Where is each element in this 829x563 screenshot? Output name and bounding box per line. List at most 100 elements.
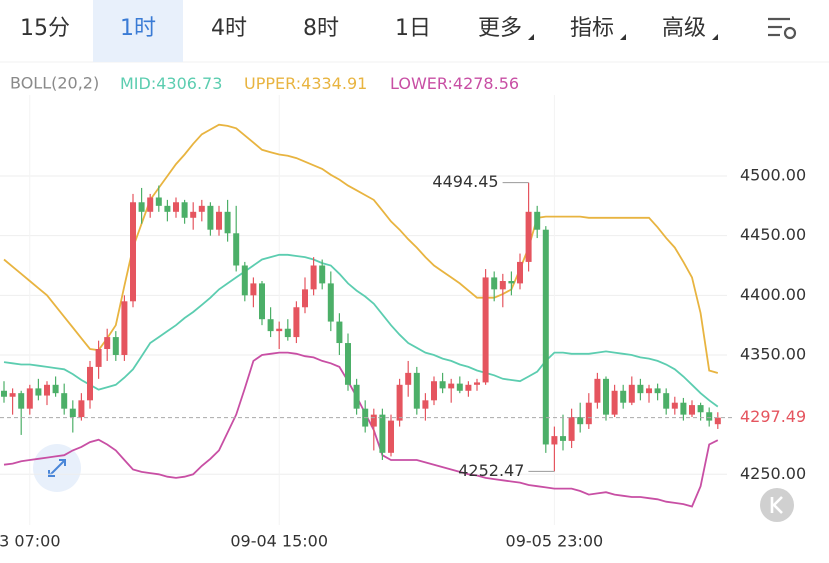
tab[interactable]: 15分: [20, 16, 70, 41]
candle-body: [508, 281, 515, 284]
candle-body: [26, 388, 33, 409]
candle-body: [370, 414, 377, 427]
candle-body: [95, 349, 102, 367]
candle-body: [396, 384, 403, 421]
candle-body: [284, 328, 291, 338]
candle-body: [35, 388, 42, 396]
x-tick-label: 09-04 15:00: [230, 532, 328, 551]
y-tick-label: 4450.00: [740, 225, 806, 244]
tab[interactable]: 1日: [395, 16, 431, 41]
tab[interactable]: 8时: [303, 16, 339, 41]
candle-body: [456, 383, 463, 391]
candle-body: [594, 378, 601, 403]
candle-body: [525, 211, 532, 262]
tab[interactable]: 1时: [93, 0, 183, 62]
candle-body: [52, 384, 59, 394]
brand-bg: [760, 488, 794, 522]
candle-body: [138, 202, 145, 212]
legend-sep: :: [151, 74, 156, 93]
legend-entry: MID:4306.73: [120, 74, 222, 93]
tab-label: 4时: [211, 16, 247, 41]
candle-body: [147, 197, 154, 212]
candle-body: [413, 372, 420, 409]
candle-body: [499, 281, 506, 290]
price-label-bg: [733, 405, 829, 430]
candle-body: [336, 321, 343, 344]
candle-body: [482, 277, 489, 383]
candle-body: [345, 343, 351, 385]
y-tick-label: 4250.00: [740, 464, 806, 483]
legend-name: MID: [120, 74, 151, 93]
candle-body: [104, 337, 111, 350]
y-tick-label: 4500.00: [740, 166, 806, 185]
y-tick-label: 4350.00: [740, 344, 806, 363]
x-tick-label: 3 07:00: [0, 532, 60, 551]
candle-body: [585, 402, 592, 425]
candle-body: [224, 211, 231, 234]
legend-value: 4306.73: [156, 74, 222, 93]
candle-body: [181, 202, 188, 218]
candle-body: [241, 265, 248, 296]
candle-body: [198, 205, 205, 212]
candle-body: [267, 319, 274, 332]
tab[interactable]: 指标: [570, 16, 626, 41]
legend-sep: :: [448, 74, 453, 93]
tab-selected-bg: [93, 0, 183, 62]
candle-body: [259, 283, 265, 320]
candle-body: [1, 390, 7, 397]
candle-body: [405, 372, 412, 385]
candle-body: [706, 412, 713, 421]
high-label: 4494.45: [432, 172, 498, 191]
candle-body: [439, 381, 446, 389]
candle-body: [207, 205, 214, 230]
candle-body: [327, 283, 334, 322]
band-line: [3, 123, 719, 374]
candle-body: [551, 436, 558, 445]
candle-body: [155, 197, 162, 206]
candle-body: [620, 390, 627, 403]
candle-body: [61, 393, 68, 409]
candle-body: [250, 283, 257, 296]
candle-body: [302, 289, 308, 308]
tab[interactable]: 4时: [211, 16, 247, 41]
fab-expand[interactable]: [33, 444, 81, 492]
candle-body: [448, 383, 455, 389]
candle-body: [431, 381, 437, 401]
candle-body: [697, 405, 704, 413]
tab-label: 指标: [570, 16, 614, 41]
candle-body: [276, 328, 283, 332]
legend-name: LOWER: [390, 74, 448, 93]
candle-body: [663, 393, 670, 409]
y-tick-label: 4400.00: [740, 285, 806, 304]
tab-label: 15分: [20, 16, 70, 41]
brand-button[interactable]: [760, 488, 794, 522]
candle-body: [78, 400, 85, 418]
candle-body: [130, 202, 136, 302]
tab[interactable]: 更多: [478, 16, 534, 41]
candle-body: [491, 277, 498, 290]
legend-sep: :: [296, 74, 301, 93]
tab[interactable]: 高级: [662, 16, 718, 41]
candle-body: [534, 211, 541, 230]
candle-body: [319, 265, 326, 284]
fab-icon: [48, 459, 66, 477]
candle-body: [603, 378, 609, 415]
candle-body: [654, 388, 661, 394]
candle-body: [628, 384, 635, 403]
candle-body: [112, 337, 119, 355]
candle-body: [379, 414, 386, 453]
legend-value: 4334.91: [301, 74, 367, 93]
band-line: [3, 253, 719, 408]
dropdown-caret: [712, 34, 718, 40]
settings-icon[interactable]: [768, 17, 797, 40]
brand-icon: [770, 496, 783, 514]
tab-label: 更多: [478, 16, 522, 41]
candle-body: [388, 420, 394, 453]
current-price-label: 4297.49: [740, 407, 806, 426]
candle-body: [233, 233, 240, 266]
legend-entry: LOWER:4278.56: [390, 74, 519, 93]
candle-body: [714, 417, 721, 425]
candle-body: [121, 301, 128, 355]
dropdown-caret: [620, 34, 626, 40]
